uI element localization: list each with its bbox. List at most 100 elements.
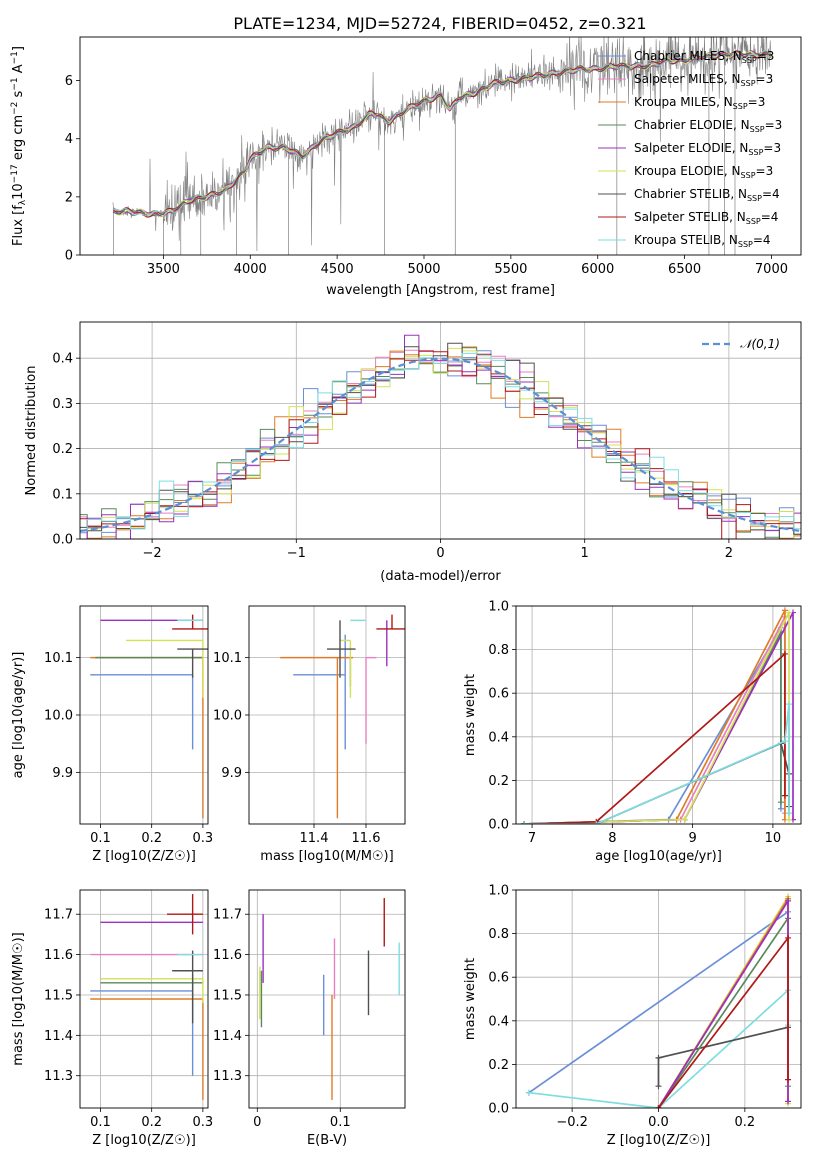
- series-line-chabrier-elodie: [657, 915, 789, 1108]
- legend-label-kroupa-elodie: Kroupa ELODIE, NSSP=3: [634, 164, 773, 180]
- plot-area-mass_vs_Z: [90, 894, 204, 1100]
- x-axis-label: age [log10(age/yr)]: [595, 849, 722, 864]
- legend-model: Chabrier ELODIE: [634, 118, 733, 132]
- x-tick-label: 0.2: [735, 1115, 756, 1130]
- y-axis-label: mass [log10(M/M☉)]: [11, 932, 26, 1065]
- legend-label-salpeter-stelib: Salpeter STELIB, NSSP=4: [634, 210, 778, 226]
- legend-model: Kroupa ELODIE: [634, 164, 724, 178]
- y-tick-label: 11.5: [44, 988, 73, 1003]
- y-tick-label: 0.6: [488, 687, 509, 702]
- y-tick-label: 11.5: [213, 988, 242, 1003]
- y-tick-label: 1.0: [488, 884, 509, 899]
- x-tick-label: 11.6: [352, 831, 381, 846]
- marker-salpeter-elodie: [785, 897, 792, 904]
- marker-salpeter-stelib: [785, 1076, 792, 1083]
- legend-model: Kroupa STELIB: [634, 233, 721, 247]
- x-tick-label: 0: [253, 1115, 261, 1130]
- y-tick-label: 11.7: [44, 908, 73, 923]
- y-tick-label: 11.7: [213, 908, 242, 923]
- marker-kroupa-stelib: [785, 810, 792, 817]
- panel-mass_vs_ebv: 0 0.1 11.3 11.4 11.5 11.6 11.7 E(B-V): [213, 889, 406, 1148]
- series-line-salpeter-stelib: [657, 935, 789, 1108]
- series-line-chabrier-elodie: [523, 631, 782, 824]
- legend-label-normal: 𝒩(0,1): [740, 337, 780, 351]
- x-tick-label: 2: [725, 546, 733, 561]
- x-tick-label: −1: [287, 546, 306, 561]
- x-tick-label: 4000: [234, 262, 267, 277]
- x-tick-label: 1: [581, 546, 589, 561]
- series-line-kroupa-stelib: [524, 704, 790, 824]
- x-tick-label: 6500: [668, 262, 701, 277]
- y-tick-label: 0.0: [488, 818, 509, 833]
- x-tick-label: 9: [688, 831, 696, 846]
- legend-label-chabrier-elodie: Chabrier ELODIE, NSSP=3: [634, 118, 782, 134]
- x-tick-label: 6000: [581, 262, 614, 277]
- series-line-chabrier-miles: [523, 624, 782, 824]
- y-tick-label: 11.3: [213, 1069, 242, 1084]
- y-tick-label: 0.0: [52, 533, 73, 548]
- x-tick-label: 0.3: [193, 831, 214, 846]
- x-tick-label: 5000: [407, 262, 440, 277]
- y-tick-label: 0.4: [52, 352, 73, 367]
- y-tick-label: 0.2: [488, 774, 509, 789]
- y-tick-label: 0.3: [52, 397, 73, 412]
- panel-mass_vs_Z: 0.1 0.2 0.3 11.3 11.4 11.5 11.6 11.7 Z [log10(Z/…: [11, 889, 213, 1148]
- marker-kroupa-elodie: [785, 816, 792, 823]
- x-tick-label: 7000: [755, 262, 788, 277]
- x-tick-label: 0.0: [648, 1115, 669, 1130]
- marker-salpeter-stelib: [781, 650, 788, 657]
- y-tick-label: 11.3: [44, 1069, 73, 1084]
- marker-kroupa-elodie: [681, 816, 688, 823]
- legend-model: Chabrier STELIB: [634, 187, 730, 201]
- marker-salpeter-stelib: [781, 792, 788, 799]
- legend-label-kroupa-stelib: Kroupa STELIB, NSSP=4: [634, 233, 771, 249]
- panel-mass_weight_vs_Z: −0.2 0.0 0.2 0.0 0.2 0.4 0.6 0.8 1.0 Z [log10(Z/Z…: [463, 884, 802, 1148]
- model-line-chabrier-stelib: [112, 50, 771, 218]
- axes-frame: [79, 36, 802, 256]
- series-line-salpeter-elodie: [657, 897, 789, 1108]
- axes-frame: [515, 889, 802, 1109]
- series-line-salpeter-elodie: [523, 612, 794, 824]
- panel-residuals: −2 −1 0 1 2 0.0 0.1 0.2 0.3 0.4 (data-model)/error…: [24, 321, 802, 584]
- y-tick-label: 0.1: [52, 487, 73, 502]
- x-tick-label: 3500: [147, 262, 180, 277]
- series-line-kroupa-elodie: [523, 612, 790, 824]
- y-axis-label: age [log10(age/yr)]: [11, 652, 26, 779]
- axes-frame: [248, 889, 406, 1109]
- x-tick-label: 11.4: [300, 831, 329, 846]
- series-line-kroupa-miles: [523, 610, 786, 824]
- figure-title: PLATE=1234, MJD=52724, FIBERID=0452, z=0…: [233, 14, 646, 33]
- marker-chabrier-stelib: [655, 1083, 662, 1090]
- y-tick-label: 9.9: [221, 766, 242, 781]
- y-tick-label: 11.4: [44, 1029, 73, 1044]
- marker-kroupa-miles: [781, 607, 788, 614]
- spectrum-legend: Chabrier MILES, NSSP=3 Salpeter MILES, NS…: [598, 49, 782, 249]
- y-tick-label: 11.4: [213, 1029, 242, 1044]
- axes-frame: [79, 605, 209, 825]
- panel-age_vs_Z: 0.1 0.2 0.3 9.9 10.0 10.1 Z [log10(Z/Z☉)] age […: [11, 605, 214, 864]
- series-line-chabrier-stelib: [524, 742, 790, 824]
- legend-label-chabrier-stelib: Chabrier STELIB, NSSP=4: [634, 187, 780, 203]
- y-tick-label: 2: [65, 190, 73, 205]
- y-tick-label: 10.0: [213, 709, 242, 724]
- y-tick-label: 0.2: [488, 1058, 509, 1073]
- x-tick-label: 5500: [494, 262, 527, 277]
- y-tick-label: 0.4: [488, 1014, 509, 1029]
- legend-label-chabrier-miles: Chabrier MILES, NSSP=3: [634, 49, 774, 65]
- legend-model: Chabrier MILES: [634, 49, 725, 63]
- y-tick-label: 0.8: [488, 643, 509, 658]
- plot-area-age_vs_Z: [90, 614, 208, 819]
- x-tick-label: 0.1: [90, 831, 111, 846]
- y-tick-label: 10.0: [44, 709, 73, 724]
- x-tick-label: 8: [608, 831, 616, 846]
- legend-label-kroupa-miles: Kroupa MILES, NSSP=3: [634, 95, 765, 111]
- marker-kroupa-elodie: [785, 609, 792, 616]
- y-tick-label: 0.8: [488, 927, 509, 942]
- series-line-chabrier-miles: [528, 911, 789, 1094]
- x-axis-label: Z [log10(Z/Z☉)]: [92, 1133, 196, 1148]
- marker-salpeter-elodie: [785, 1098, 792, 1105]
- marker-kroupa-stelib: [781, 738, 788, 745]
- x-axis-label: Z [log10(Z/Z☉)]: [92, 849, 196, 864]
- marker-kroupa-stelib: [593, 821, 600, 824]
